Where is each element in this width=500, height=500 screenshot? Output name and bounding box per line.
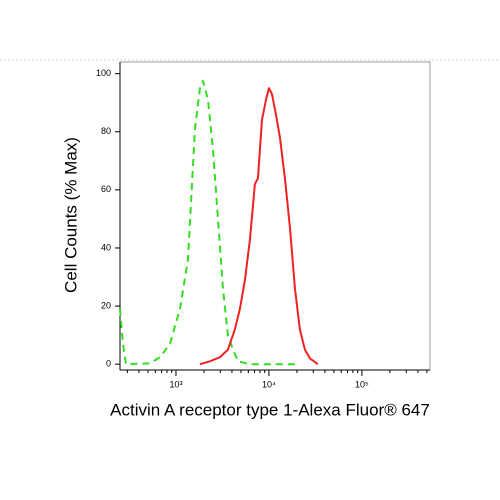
y-tick-label: 0: [106, 359, 111, 369]
x-tick-label: 10⁵: [355, 379, 369, 389]
y-axis-label: Cell Counts (% Max): [61, 137, 80, 293]
x-axis-label: Activin A receptor type 1-Alexa Fluor® 6…: [110, 400, 430, 419]
y-tick-label: 20: [101, 300, 111, 310]
y-tick-label: 80: [101, 126, 111, 136]
y-tick-label: 60: [101, 184, 111, 194]
x-tick-label: 10⁴: [262, 379, 276, 389]
y-tick-label: 40: [101, 242, 111, 252]
series-line: [199, 87, 319, 366]
x-tick-label: 10³: [169, 379, 182, 389]
series-line: [119, 79, 300, 366]
y-tick-label: 100: [96, 68, 111, 78]
